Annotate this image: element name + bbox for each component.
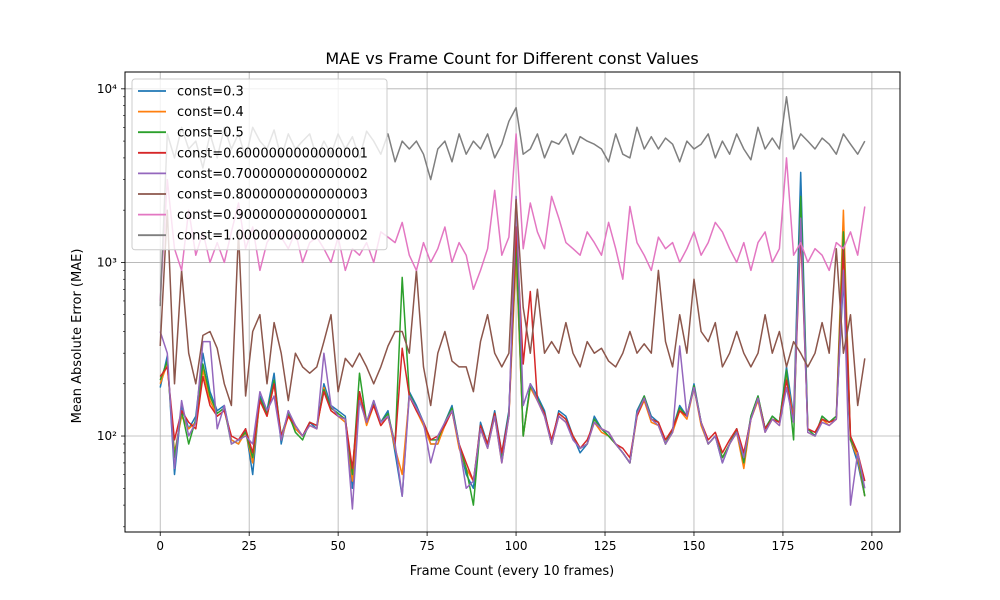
legend-label-0: const=0.3 xyxy=(177,85,244,100)
y-tick-label: 10⁴ xyxy=(97,82,117,96)
x-tick-label: 150 xyxy=(683,539,706,553)
axes: 0 25 50 75 100 125 150 175 200 10² 10³ 10⁴ xyxy=(97,82,883,553)
y-axis-label: Mean Absolute Error (MAE) xyxy=(70,249,85,424)
x-tick-label: 175 xyxy=(771,539,794,553)
x-axis-label: Frame Count (every 10 frames) xyxy=(410,564,614,579)
legend-box xyxy=(131,78,388,251)
chart-title: MAE vs Frame Count for Different const V… xyxy=(325,49,698,68)
series-line-5 xyxy=(159,198,866,407)
legend-label-4: const=0.7000000000000002 xyxy=(177,167,368,182)
x-tick-label: 200 xyxy=(860,539,883,553)
y-tick-label: 10² xyxy=(97,429,117,443)
x-tick-label: 25 xyxy=(242,539,257,553)
legend-label-2: const=0.5 xyxy=(177,126,244,141)
legend-label-6: const=0.9000000000000001 xyxy=(177,208,368,223)
legend-label-3: const=0.6000000000000001 xyxy=(177,146,368,161)
legend-label-5: const=0.8000000000000003 xyxy=(177,188,368,203)
x-tick-label: 50 xyxy=(331,539,346,553)
legend-label-1: const=0.4 xyxy=(177,105,244,120)
plot-frame xyxy=(124,71,901,533)
legend-label-7: const=1.0000000000000002 xyxy=(177,229,368,244)
series-line-4 xyxy=(159,195,866,510)
x-tick-label: 100 xyxy=(505,539,528,553)
x-tick-label: 75 xyxy=(419,539,434,553)
legend: const=0.3 const=0.4 const=0.5 const=0.60000… xyxy=(131,78,388,251)
x-tick-label: 125 xyxy=(594,539,617,553)
x-tick-label: 0 xyxy=(156,539,164,553)
y-tick-label: 10³ xyxy=(97,255,117,269)
